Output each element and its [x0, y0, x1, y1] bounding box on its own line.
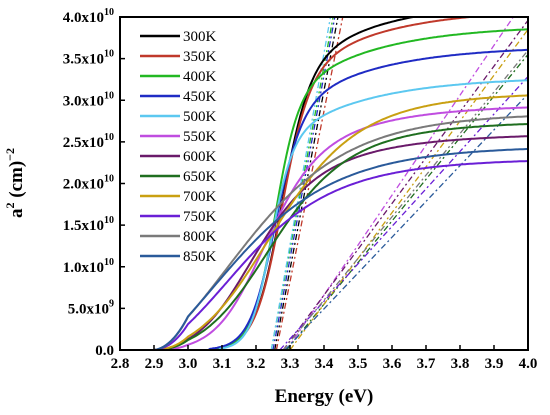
series-line-600K — [120, 135, 528, 350]
absorption-curves — [120, 17, 528, 350]
x-tick-label: 3.9 — [485, 356, 504, 372]
legend-label: 500K — [183, 109, 217, 125]
y-tick-label: 1.0x1010 — [63, 257, 114, 276]
x-tick-label: 3.3 — [281, 356, 300, 372]
series-line-700K — [120, 94, 528, 350]
series-line-650K — [120, 123, 528, 350]
x-tick-label: 3.8 — [451, 356, 470, 372]
series-line-350K — [120, 17, 481, 350]
x-tick-label: 3.2 — [247, 356, 266, 372]
y-tick-label: 2.0x1010 — [63, 174, 114, 193]
series-line-400K — [120, 28, 528, 350]
legend-label: 400K — [183, 69, 217, 85]
y-tick-label: 5.0x109 — [68, 298, 114, 317]
legend-label: 350K — [183, 49, 217, 65]
legend-label: 300K — [183, 29, 217, 45]
y-tick-label: 4.0x1010 — [63, 7, 114, 26]
legend-label: 650K — [183, 169, 217, 185]
series-line-750K — [120, 160, 528, 350]
series-line-550K — [120, 106, 528, 350]
legend-label: 800K — [183, 229, 217, 245]
legend-label: 700K — [183, 189, 217, 205]
legend-label: 750K — [183, 209, 217, 225]
fit-line-650K — [286, 53, 528, 350]
fit-line-850K — [284, 93, 528, 350]
fit-line-700K — [289, 28, 528, 350]
x-axis-title: Energy (eV) — [275, 386, 374, 407]
x-tick-label: 2.8 — [111, 356, 130, 372]
series-line-850K — [120, 148, 528, 350]
legend-label: 550K — [183, 129, 217, 145]
legend-label: 450K — [183, 89, 217, 105]
y-tick-label: 3.0x1010 — [63, 90, 114, 109]
legend-label: 850K — [183, 249, 217, 265]
y-tick-label: 1.5x1010 — [63, 215, 114, 234]
series-line-500K — [120, 79, 528, 350]
fit-line-800K — [282, 49, 528, 350]
x-tick-label: 4.0 — [519, 356, 538, 372]
x-tick-label: 3.1 — [213, 356, 232, 372]
x-tick-label: 2.9 — [145, 356, 164, 372]
x-tick-label: 3.7 — [417, 356, 436, 372]
x-tick-label: 3.6 — [383, 356, 402, 372]
y-axis-ticks: 0.0 5.0x109 1.0x1010 1.5x1010 2.0x1010 2.5x10… — [63, 7, 125, 359]
x-tick-label: 3.5 — [349, 356, 368, 372]
legend-label: 600K — [183, 149, 217, 165]
legend: 300K 350K 400K 450K 500K 550K 600K 650K 700K 750K… — [140, 29, 217, 265]
y-axis-title: a2 (cm)−2 — [3, 148, 27, 218]
x-axis-ticks: 2.8 2.9 3.0 3.1 3.2 3.3 3.4 3.5 3.6 3.7 3.8 3.9 4.0 — [111, 345, 538, 372]
series-line-450K — [120, 48, 528, 350]
x-tick-label: 3.0 — [179, 356, 198, 372]
fit-line-600K — [282, 19, 528, 350]
y-tick-label: 2.5x1010 — [63, 132, 114, 151]
fit-line-750K — [279, 75, 528, 350]
y-tick-label: 0.0 — [95, 343, 114, 359]
series-line-300K — [120, 17, 419, 350]
x-tick-label: 3.4 — [315, 356, 334, 372]
y-tick-label: 3.5x1010 — [63, 49, 114, 68]
